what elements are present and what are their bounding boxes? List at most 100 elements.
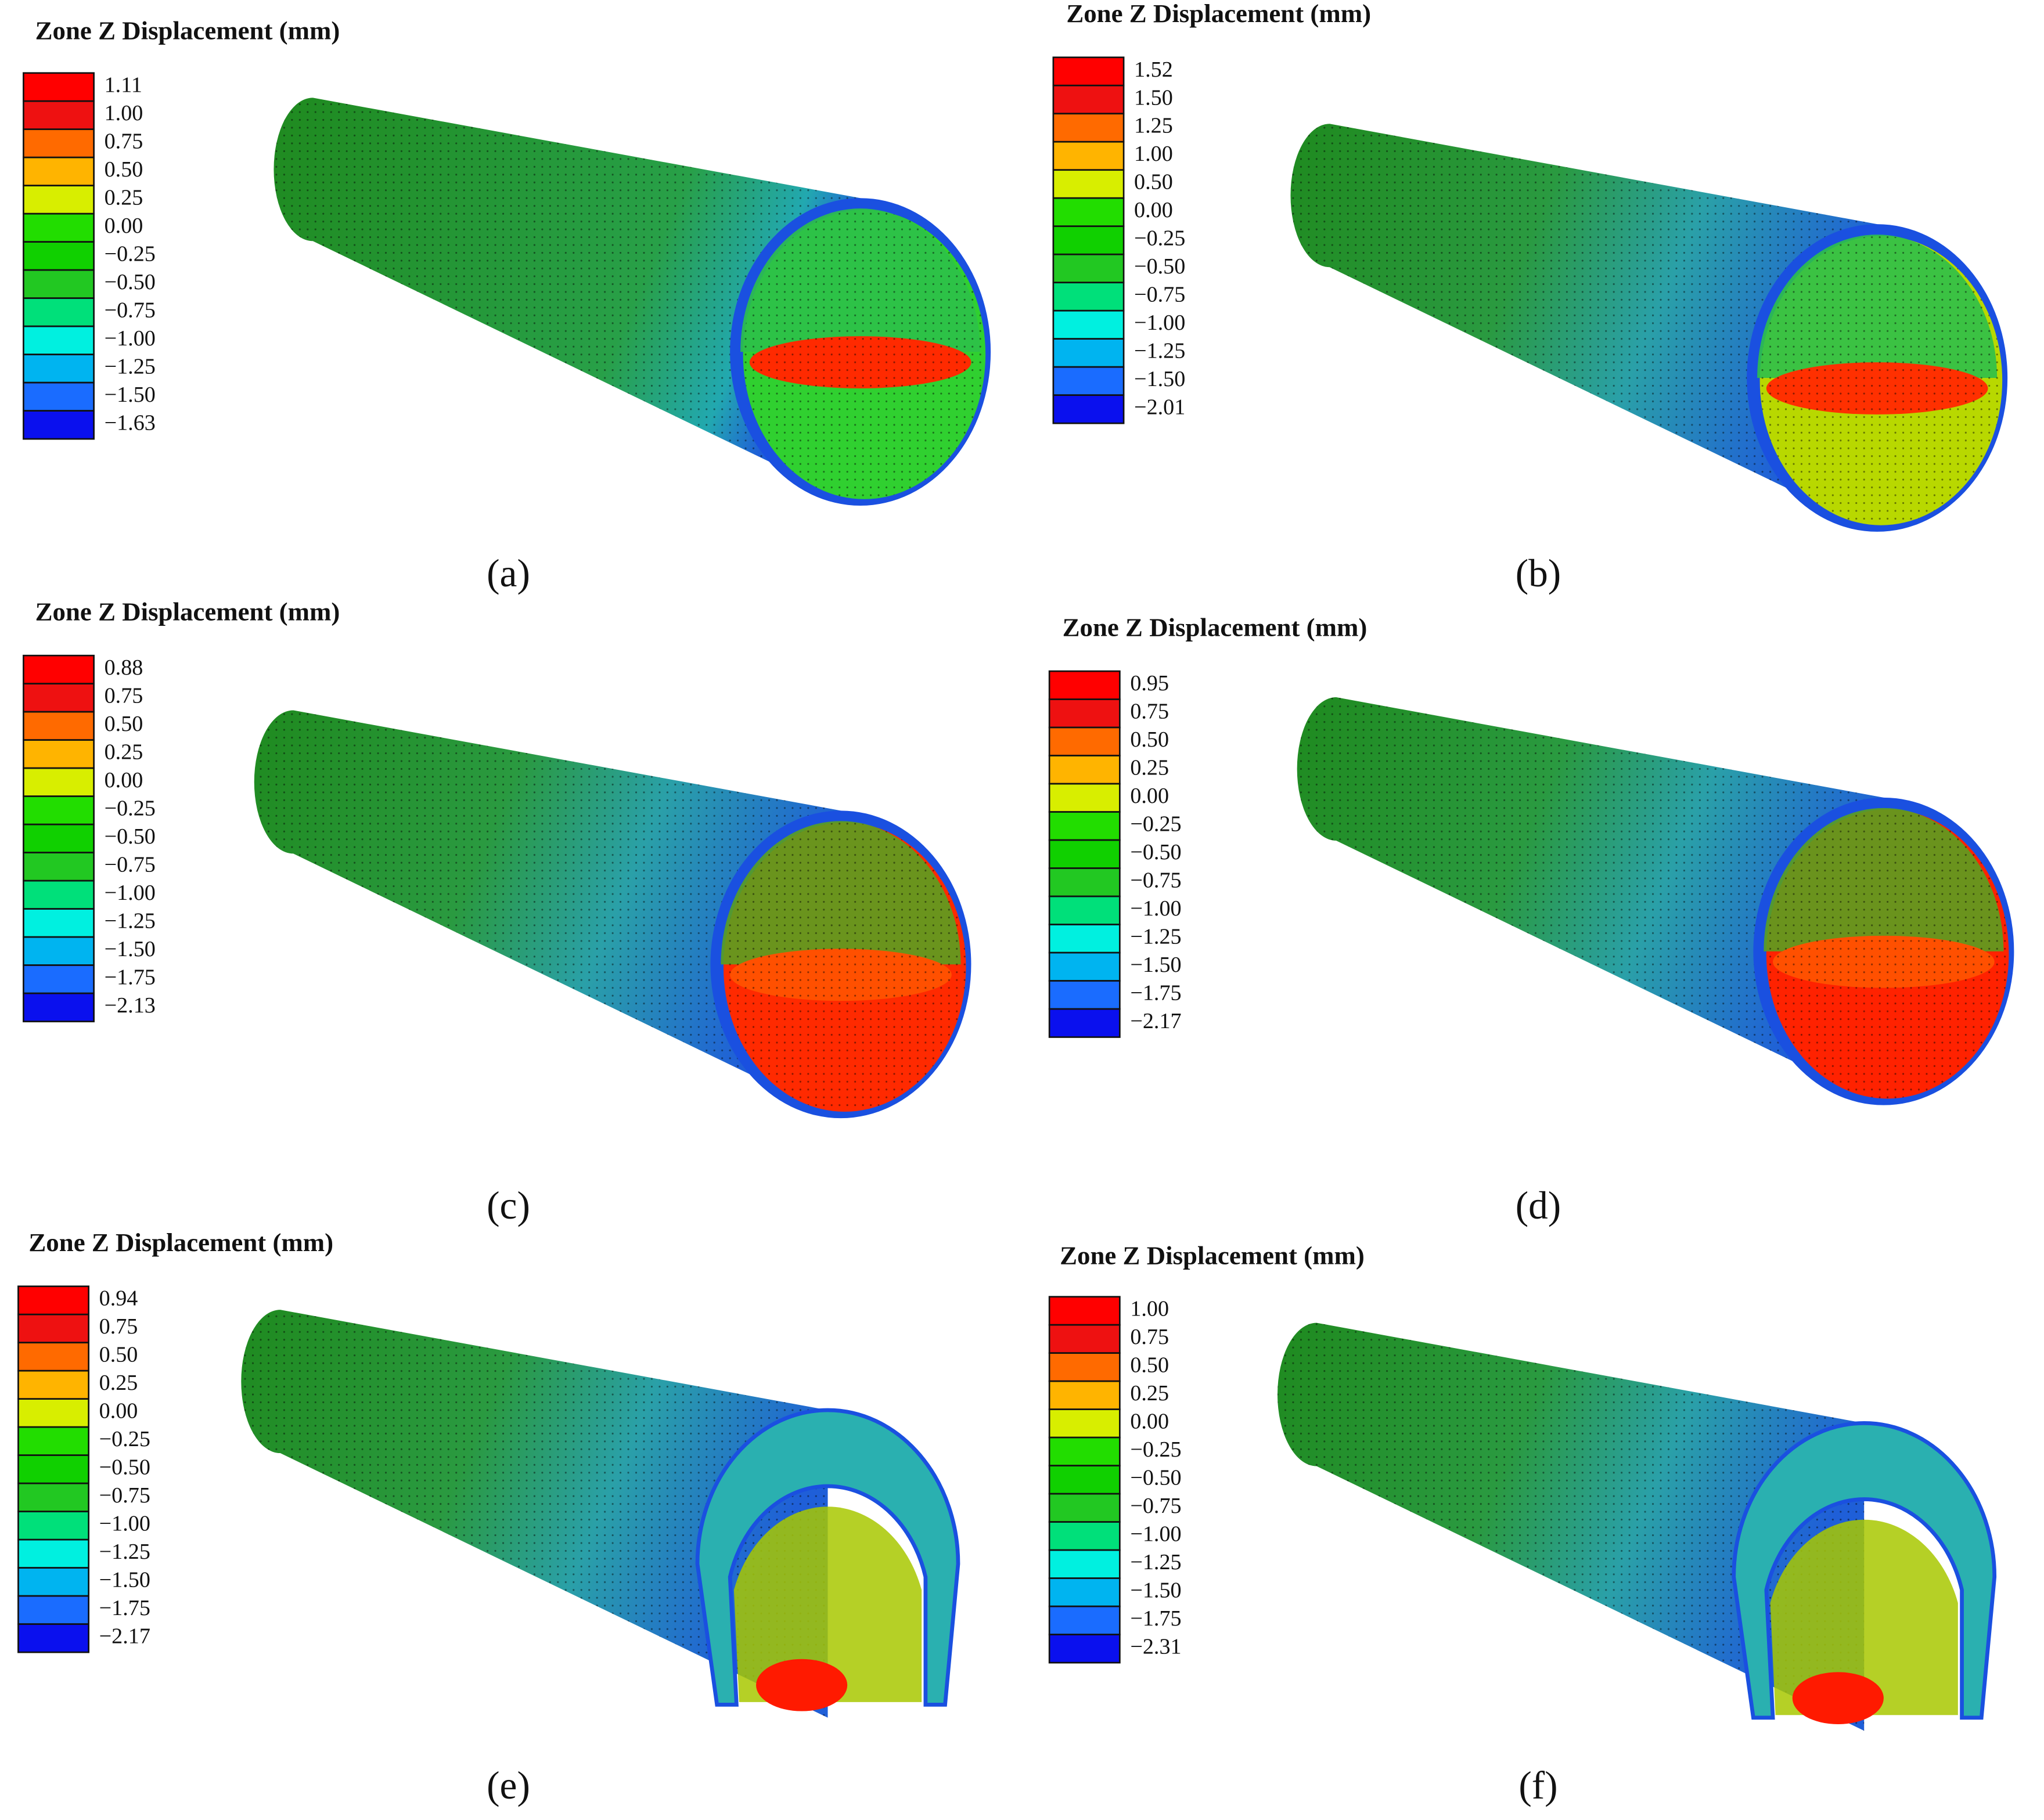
legend-label: −0.25	[105, 797, 156, 821]
legend-label: −0.75	[99, 1483, 150, 1508]
legend-swatch	[1048, 811, 1121, 841]
legend-label: −1.00	[1130, 1522, 1181, 1547]
legend-swatch	[23, 767, 95, 797]
legend-label: 1.11	[105, 73, 142, 98]
legend-swatch	[1052, 84, 1125, 115]
legend-label: 0.75	[1130, 1325, 1169, 1349]
legend-swatch	[23, 72, 95, 102]
legend-swatch	[17, 1313, 89, 1344]
legend-label: −2.01	[1134, 395, 1185, 420]
legend-label: 0.75	[105, 684, 143, 708]
legend-label: −1.25	[105, 355, 156, 379]
legend-swatch	[17, 1595, 89, 1625]
legend-label: −1.00	[1134, 311, 1185, 335]
legend-label: −0.25	[105, 242, 156, 266]
panel: Zone Z Displacement (mm) 1.52 1.50 1.25 1.00…	[1052, 0, 2008, 595]
legend-swatch	[23, 128, 95, 158]
tunnel-texture	[274, 98, 861, 506]
legend-swatch	[23, 410, 95, 440]
legend-swatch	[17, 1623, 89, 1653]
legend-label: 0.00	[1134, 198, 1173, 222]
tunnel-inner-texture	[1766, 809, 2009, 1099]
tunnel-inner-texture	[743, 210, 986, 499]
legend-label: 0.00	[105, 768, 143, 792]
legend-label: −1.25	[1130, 1550, 1181, 1574]
legend-label: 0.25	[105, 186, 143, 210]
legend-label: 1.25	[1134, 114, 1173, 138]
legend-swatch	[1052, 282, 1125, 312]
legend-swatch	[23, 156, 95, 187]
legend-label: −0.25	[1134, 226, 1185, 251]
legend-swatch	[23, 269, 95, 299]
legend-label: −1.50	[105, 937, 156, 961]
legend-swatch	[1048, 1352, 1121, 1382]
legend-label: 0.75	[99, 1314, 138, 1339]
legend-label: −1.25	[105, 909, 156, 934]
legend-label: −0.50	[1134, 254, 1185, 279]
tunnel-inner	[1770, 1519, 1958, 1716]
legend-swatch	[17, 1454, 89, 1484]
legend-swatch	[1048, 867, 1121, 898]
legend-label: 0.00	[99, 1399, 138, 1423]
legend-label: −1.25	[1130, 925, 1181, 949]
legend-label: 0.50	[99, 1343, 138, 1367]
tunnel-inner-texture	[1759, 236, 2003, 525]
legend-swatch	[23, 654, 95, 685]
legend-swatch	[17, 1511, 89, 1541]
legend-label: −1.50	[1130, 953, 1181, 977]
legend-swatch	[1048, 1634, 1121, 1664]
legend-title: Zone Z Displacement (mm)	[1063, 613, 1368, 642]
panel: Zone Z Displacement (mm) 1.00 0.75 0.50 0.25…	[1048, 1241, 1997, 1807]
legend-title: Zone Z Displacement (mm)	[28, 1228, 333, 1257]
legend-label: 1.50	[1134, 85, 1173, 110]
legend-label: −1.50	[1134, 367, 1185, 391]
legend-swatch	[1052, 309, 1125, 340]
legend-swatch	[1048, 1577, 1121, 1608]
legend-label: 0.00	[1130, 784, 1169, 808]
legend-swatch	[1048, 924, 1121, 954]
legend-swatch	[23, 100, 95, 131]
legend-swatch	[1048, 698, 1121, 729]
panel: Zone Z Displacement (mm) 0.94 0.75 0.50 0.25…	[17, 1228, 960, 1807]
legend-label: −1.75	[105, 965, 156, 990]
legend-label: 0.00	[105, 214, 143, 238]
panel-caption: (e)	[487, 1764, 530, 1807]
panel: Zone Z Displacement (mm) 1.11 1.00 0.75 0.50…	[23, 16, 991, 595]
legend-swatch	[1052, 366, 1125, 397]
legend-swatch	[17, 1285, 89, 1316]
legend-label: −1.00	[105, 326, 156, 351]
legend-swatch	[1048, 1324, 1121, 1354]
legend-swatch	[1048, 839, 1121, 869]
legend-label: −0.50	[99, 1455, 150, 1480]
legend-label: 0.50	[1134, 170, 1173, 194]
tunnel-texture	[254, 710, 841, 1119]
legend-swatch	[23, 711, 95, 741]
legend-label: −1.25	[99, 1540, 150, 1564]
legend-label: −1.75	[1130, 1606, 1181, 1631]
legend-label: −0.50	[105, 270, 156, 294]
legend-label: 0.95	[1130, 671, 1169, 695]
legend-label: 0.50	[105, 712, 143, 736]
legend-label: 0.25	[105, 740, 143, 765]
legend-swatch	[1052, 56, 1125, 87]
legend-swatch	[17, 1369, 89, 1400]
legend-title: Zone Z Displacement (mm)	[35, 597, 340, 626]
legend-swatch	[1048, 1465, 1121, 1495]
legend-swatch	[1052, 338, 1125, 368]
legend-swatch	[1048, 1380, 1121, 1410]
legend-swatch	[23, 683, 95, 713]
legend-swatch	[23, 297, 95, 327]
legend-swatch	[23, 992, 95, 1022]
legend-swatch	[17, 1426, 89, 1457]
legend-swatch	[1052, 140, 1125, 171]
legend-label: −0.75	[1134, 283, 1185, 307]
legend-swatch	[23, 241, 95, 271]
legend-label: −0.25	[99, 1427, 150, 1451]
legend-label: 0.25	[1130, 1381, 1169, 1405]
legend-swatch	[23, 880, 95, 910]
legend-label: −2.17	[99, 1624, 150, 1649]
legend-swatch	[17, 1342, 89, 1372]
legend-label: 0.50	[105, 157, 143, 182]
panel-caption: (c)	[487, 1184, 530, 1227]
